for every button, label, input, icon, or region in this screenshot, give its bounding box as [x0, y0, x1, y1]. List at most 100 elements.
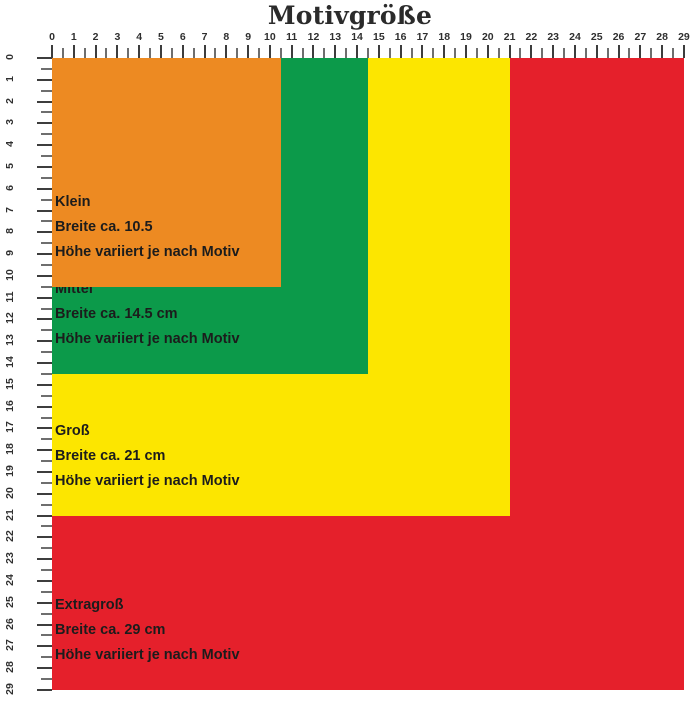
ruler-horizontal: 0 1 2 3 4 5 6 7 8 9 10 11 12 13 14 15 16 17 18 19 20 21 22 23 24…: [0, 0, 700, 60]
ruler-h-tick-major-7: [203, 45, 206, 58]
ruler-v-label-18: 18: [4, 443, 16, 456]
ruler-h-label-24: 24: [569, 31, 581, 43]
ruler-h-tick-minor-11: [301, 48, 304, 58]
ruler-h-label-15: 15: [373, 31, 385, 43]
ruler-v-tick-minor-1: [41, 89, 52, 92]
ruler-h-tick-major-15: [377, 45, 380, 58]
ruler-v-tick-major-13: [37, 340, 52, 343]
ruler-v-tick-major-29: [37, 688, 52, 691]
size-width-klein: Breite ca. 10.5: [55, 218, 153, 235]
ruler-h-label-17: 17: [416, 31, 429, 43]
ruler-h-tick-minor-0: [61, 48, 64, 58]
ruler-h-tick-minor-6: [192, 48, 195, 58]
ruler-v-tick-major-0: [37, 57, 52, 59]
size-height-extragross: Höhe variiert je nach Motiv: [55, 646, 240, 663]
ruler-h-tick-minor-19: [475, 48, 478, 58]
size-block-klein[interactable]: Klein Breite ca. 10.5 Höhe variiert je nac…: [52, 58, 281, 287]
ruler-v-tick-major-3: [37, 122, 52, 125]
ruler-v-label-14: 14: [4, 356, 16, 368]
ruler-v-label-0: 0: [4, 54, 16, 60]
ruler-h-tick-minor-24: [584, 48, 587, 58]
ruler-v-tick-major-6: [37, 187, 52, 190]
ruler-h-label-11: 11: [286, 31, 298, 43]
size-height-mittel: Höhe variiert je nach Motiv: [55, 330, 240, 347]
ruler-h-tick-major-12: [312, 45, 315, 58]
ruler-h-tick-minor-7: [214, 48, 217, 58]
ruler-v-label-24: 24: [4, 574, 16, 586]
ruler-h-tick-minor-15: [388, 48, 391, 58]
ruler-v-tick-minor-13: [41, 351, 52, 354]
size-width-extragross: Breite ca. 29 cm: [55, 621, 166, 638]
ruler-v-tick-minor-18: [41, 460, 52, 463]
ruler-h-tick-major-22: [530, 45, 533, 58]
ruler-h-label-13: 13: [329, 31, 342, 43]
ruler-h-label-16: 16: [394, 31, 407, 43]
ruler-v-label-19: 19: [4, 465, 16, 477]
ruler-h-label-27: 27: [634, 31, 647, 43]
size-width-mittel: Breite ca. 14.5 cm: [55, 305, 178, 322]
ruler-h-label-12: 12: [307, 31, 320, 43]
ruler-v-label-20: 20: [4, 486, 16, 499]
ruler-v-tick-major-17: [37, 427, 52, 430]
ruler-h-label-1: 1: [70, 31, 77, 43]
ruler-h-tick-major-25: [595, 45, 598, 58]
ruler-h-tick-major-23: [552, 45, 555, 58]
size-name-extragross: Extragroß: [55, 596, 124, 613]
ruler-v-label-21: 21: [4, 508, 16, 521]
ruler-h-tick-minor-27: [650, 48, 653, 58]
ruler-h-tick-minor-16: [410, 48, 413, 58]
ruler-h-tick-major-2: [94, 45, 97, 58]
ruler-h-tick-minor-4: [149, 48, 152, 58]
ruler-h-tick-minor-9: [258, 48, 260, 58]
ruler-v-tick-major-1: [37, 78, 52, 81]
ruler-h-tick-minor-23: [563, 48, 566, 58]
size-name-klein: Klein: [55, 193, 91, 210]
ruler-v-tick-major-11: [37, 296, 52, 299]
ruler-h-tick-minor-26: [628, 48, 631, 58]
ruler-v-tick-major-19: [37, 471, 52, 473]
ruler-v-label-4: 4: [4, 141, 16, 148]
ruler-h-tick-major-26: [617, 45, 620, 58]
ruler-h-label-14: 14: [351, 31, 363, 43]
ruler-h-tick-major-21: [508, 45, 511, 58]
ruler-v-tick-major-27: [37, 645, 52, 648]
ruler-h-tick-major-10: [268, 45, 271, 58]
ruler-v-label-2: 2: [4, 97, 16, 104]
ruler-v-tick-minor-14: [41, 372, 52, 375]
ruler-v-label-28: 28: [4, 661, 16, 673]
ruler-v-label-13: 13: [4, 334, 16, 347]
ruler-v-tick-major-16: [37, 405, 52, 408]
ruler-v-tick-major-5: [37, 165, 52, 168]
ruler-v-tick-minor-6: [41, 198, 52, 201]
ruler-v-tick-major-23: [37, 558, 52, 561]
ruler-v-tick-major-2: [37, 100, 52, 103]
ruler-h-label-0: 0: [49, 31, 55, 43]
ruler-vertical: 0 1 2 3 4 5 6 7 8 9 10 11 12 13 14 15 16 17 18 19 20 21 22 23 24…: [0, 0, 60, 700]
ruler-v-label-26: 26: [4, 617, 16, 630]
ruler-h-tick-major-24: [573, 45, 576, 58]
ruler-h-tick-major-5: [159, 45, 162, 58]
ruler-v-tick-minor-23: [41, 569, 52, 572]
ruler-v-tick-minor-19: [41, 481, 52, 484]
ruler-v-label-23: 23: [4, 552, 16, 564]
ruler-v-tick-minor-5: [41, 176, 52, 179]
ruler-h-label-4: 4: [136, 31, 143, 43]
ruler-v-tick-minor-16: [41, 416, 52, 419]
ruler-v-label-25: 25: [4, 595, 16, 608]
ruler-h-tick-minor-25: [606, 48, 609, 58]
ruler-v-label-29: 29: [4, 683, 16, 695]
ruler-v-tick-major-18: [37, 449, 52, 452]
ruler-v-tick-major-24: [37, 579, 52, 582]
ruler-h-label-9: 9: [245, 31, 252, 43]
ruler-h-tick-major-29: [682, 45, 685, 58]
ruler-v-label-1: 1: [4, 75, 16, 82]
ruler-v-label-5: 5: [4, 163, 16, 169]
ruler-h-tick-minor-18: [454, 48, 457, 58]
ruler-h-tick-minor-3: [127, 48, 130, 58]
ruler-v-label-15: 15: [4, 378, 16, 390]
ruler-v-label-12: 12: [4, 312, 16, 325]
ruler-h-label-7: 7: [201, 31, 208, 43]
ruler-h-tick-minor-21: [519, 48, 522, 58]
ruler-v-tick-major-15: [37, 383, 52, 386]
ruler-v-tick-major-22: [37, 536, 52, 539]
